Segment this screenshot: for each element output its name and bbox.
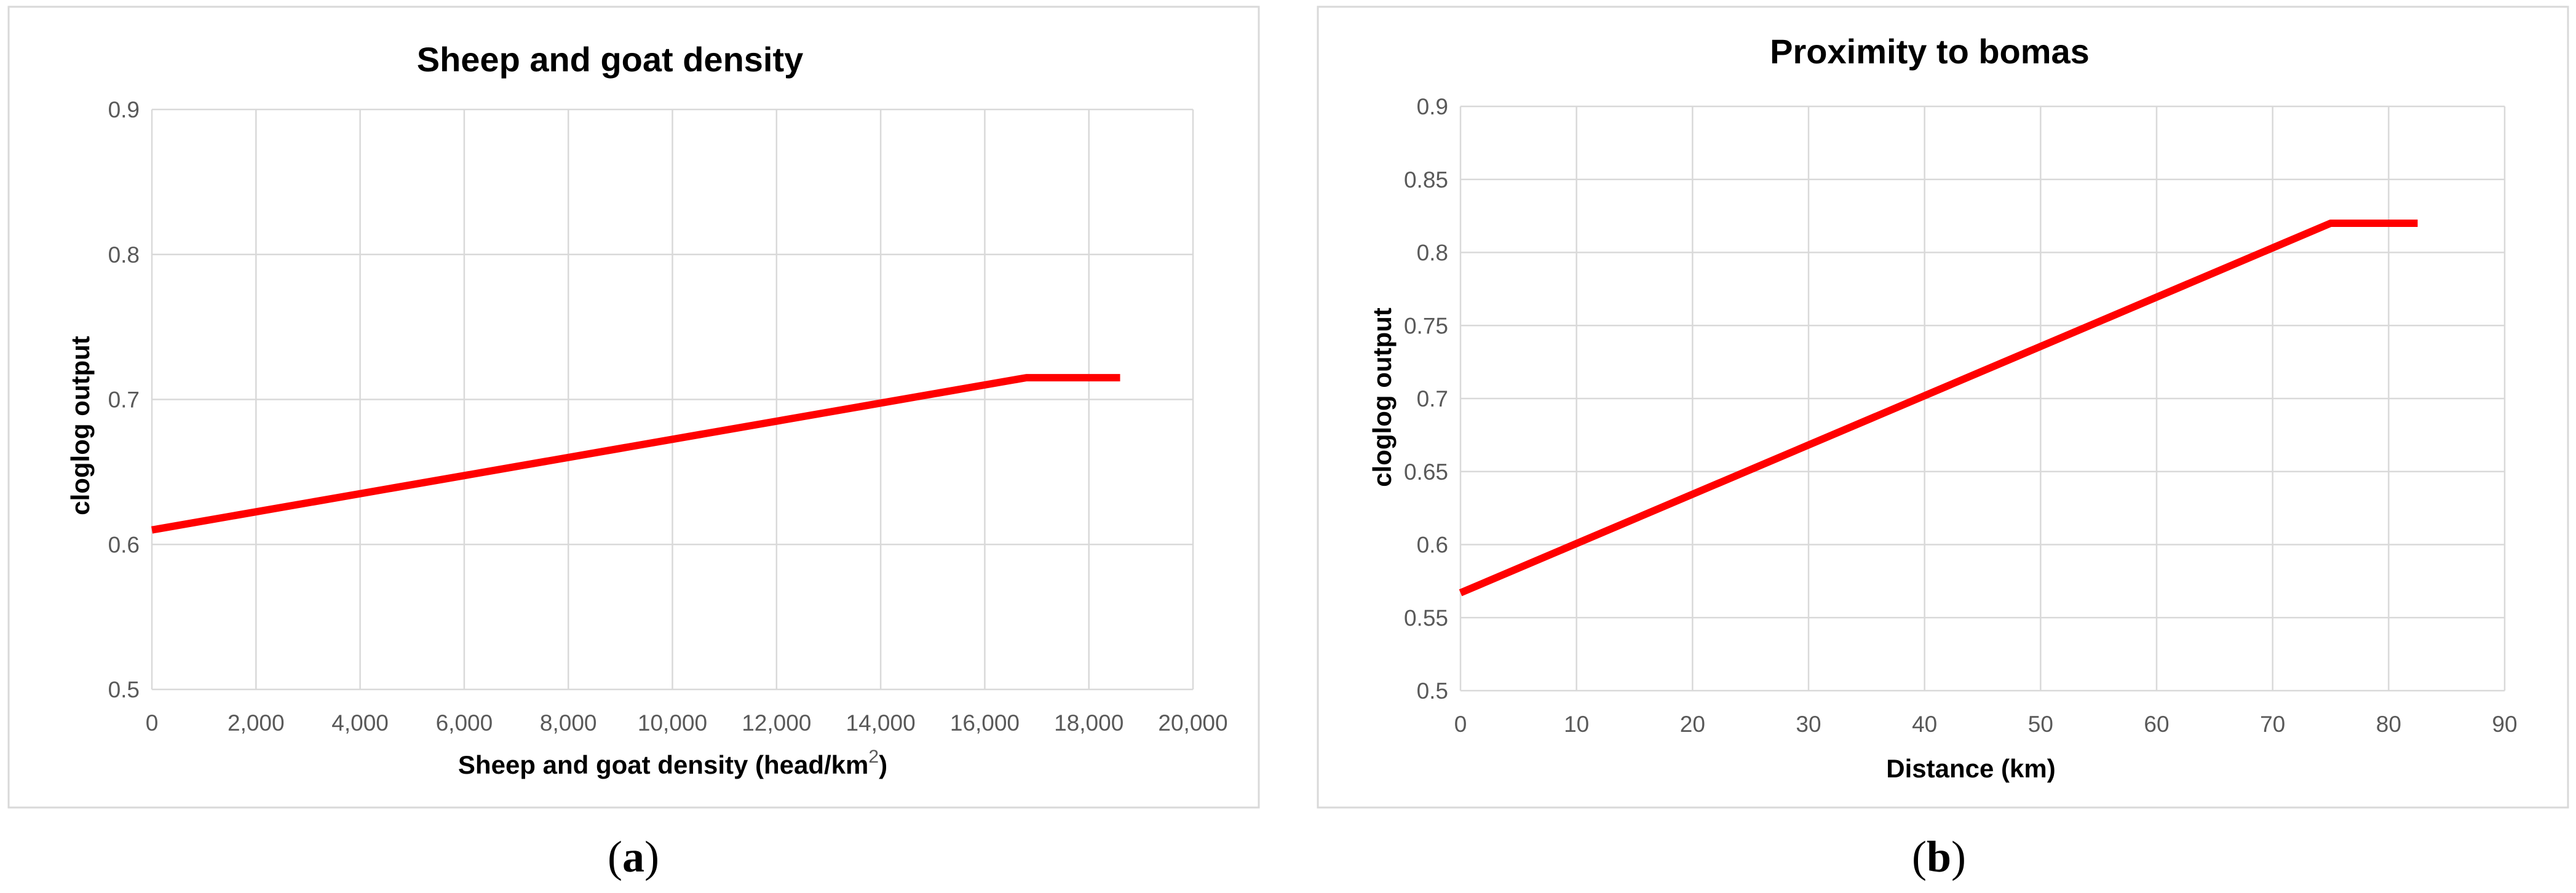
chart-title: Sheep and goat density — [417, 40, 804, 79]
y-tick-label: 0.65 — [1404, 459, 1448, 485]
x-tick-label: 2,000 — [228, 710, 285, 736]
y-tick-label: 0.6 — [108, 532, 140, 557]
x-tick-label: 0 — [1454, 712, 1467, 737]
chart-frame — [7, 6, 1260, 809]
y-tick-label: 0.8 — [108, 242, 140, 268]
panel-label-close: ) — [644, 832, 659, 881]
y-tick-label: 0.75 — [1404, 313, 1448, 338]
x-tick-label: 20 — [1680, 712, 1705, 737]
panel-label-open: ( — [608, 832, 622, 881]
x-tick-label: 20,000 — [1158, 710, 1227, 736]
x-axis-label: Distance (km) — [1886, 754, 2055, 783]
series-lines — [1459, 220, 2418, 597]
y-axis-label: cloglog output — [66, 336, 95, 515]
x-tick-label: 14,000 — [846, 710, 916, 736]
y-tick-label: 0.55 — [1404, 605, 1448, 630]
x-tick-labels: 0 2,000 4,000 6,000 8,000 10,000 12,000 14,000 1… — [146, 710, 1228, 736]
x-tick-label: 6,000 — [436, 710, 493, 736]
panel-label-close: ) — [1951, 832, 1966, 881]
y-tick-label: 0.9 — [1417, 94, 1448, 119]
chart-sheep-goat-density: Sheep and goat density 0.5 0.6 0.7 0.8 0.9 0… — [7, 6, 1260, 881]
panel-label-a: (a) — [608, 832, 659, 881]
series-lines — [151, 374, 1120, 534]
y-tick-labels: 0.5 0.55 0.6 0.65 0.7 0.75 0.8 0.85 0.9 — [1404, 94, 1448, 704]
y-tick-labels: 0.5 0.6 0.7 0.8 0.9 — [108, 97, 140, 702]
y-tick-label: 0.9 — [108, 97, 140, 122]
x-axis-label-text: Sheep and goat density (head/km — [458, 750, 868, 779]
series-line — [1459, 220, 2418, 597]
panel-label-b: (b) — [1912, 832, 1966, 881]
series-line — [151, 374, 1120, 534]
x-axis-label: Sheep and goat density (head/km2) — [458, 747, 887, 779]
y-tick-label: 0.85 — [1404, 167, 1448, 192]
x-tick-label: 50 — [2028, 712, 2053, 737]
x-tick-label: 4,000 — [331, 710, 389, 736]
x-tick-label: 16,000 — [950, 710, 1020, 736]
panel-label-letter: a — [622, 832, 644, 881]
y-tick-label: 0.5 — [108, 677, 140, 702]
y-tick-label: 0.5 — [1417, 678, 1448, 704]
x-tick-label: 8,000 — [540, 710, 597, 736]
x-tick-label: 10,000 — [638, 710, 707, 736]
y-tick-label: 0.7 — [108, 387, 140, 413]
x-axis-label-superscript: 2 — [868, 747, 879, 767]
chart-proximity-to-bomas: Proximity to bomas 0.5 0.55 0.6 0.65 0.7 0.75… — [1317, 6, 2569, 881]
x-tick-label: 12,000 — [742, 710, 811, 736]
x-axis-label-close: ) — [879, 750, 887, 779]
gridlines — [1459, 105, 2506, 692]
x-tick-label: 30 — [1796, 712, 1821, 737]
panel-label-letter: b — [1927, 832, 1951, 881]
x-tick-label: 80 — [2376, 712, 2401, 737]
y-tick-label: 0.6 — [1417, 533, 1448, 558]
y-axis-label: cloglog output — [1368, 308, 1397, 487]
x-tick-label: 10 — [1564, 712, 1589, 737]
chart-frame — [1317, 6, 2569, 809]
panel-label-open: ( — [1912, 832, 1927, 881]
x-tick-labels: 0 10 20 30 40 50 60 70 80 90 — [1454, 712, 2518, 737]
y-tick-label: 0.8 — [1417, 240, 1448, 266]
x-tick-label: 0 — [146, 710, 159, 736]
y-tick-label: 0.7 — [1417, 386, 1448, 411]
chart-title: Proximity to bomas — [1770, 32, 2090, 71]
x-tick-label: 60 — [2144, 712, 2169, 737]
x-tick-label: 70 — [2260, 712, 2285, 737]
x-tick-label: 18,000 — [1054, 710, 1124, 736]
x-tick-label: 90 — [2492, 712, 2517, 737]
x-tick-label: 40 — [1912, 712, 1937, 737]
